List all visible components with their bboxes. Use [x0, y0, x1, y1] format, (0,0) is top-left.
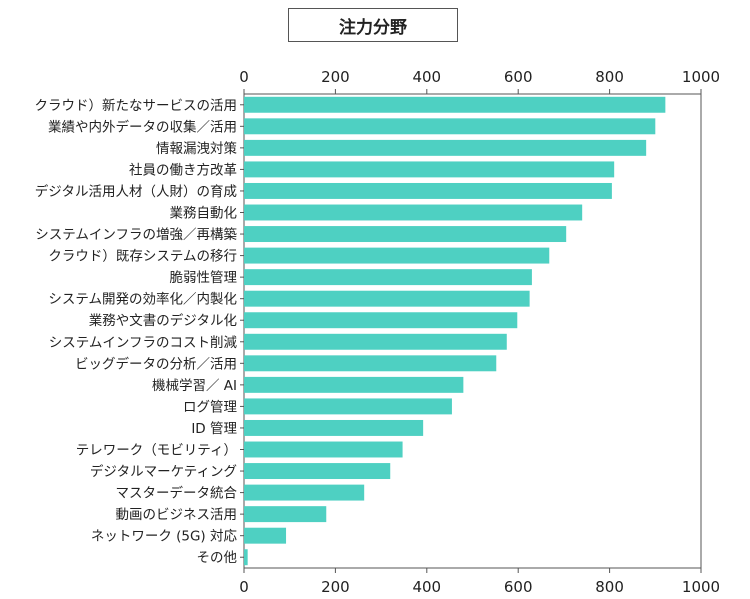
- bar: [244, 333, 507, 350]
- category-label: 機械学習／ AI: [152, 378, 237, 394]
- category-label: クラウド）既存システムの移行: [48, 249, 237, 265]
- bar: [244, 96, 666, 113]
- category-label: システムインフラのコスト削減: [49, 334, 238, 351]
- bar: [244, 398, 452, 415]
- bar: [244, 226, 567, 243]
- bottom-tick-label: 600: [504, 578, 533, 596]
- category-label: デジタル活用人材（人財）の育成: [35, 183, 237, 200]
- category-label: 脆弱性管理: [170, 269, 238, 286]
- category-label: 業務自動化: [170, 206, 238, 222]
- top-tick-label: 600: [504, 68, 533, 86]
- top-tick-label: 0: [239, 68, 249, 86]
- category-label: デジタルマーケティング: [90, 463, 237, 480]
- category-label: ID 管理: [191, 421, 237, 437]
- bar: [244, 290, 530, 307]
- top-tick-label: 400: [412, 68, 441, 86]
- category-label: 動画のビジネス活用: [116, 507, 238, 523]
- bar: [244, 506, 327, 523]
- category-label: ビッグデータの分析／活用: [75, 355, 237, 372]
- category-label: クラウド）新たなサービスの活用: [35, 98, 238, 114]
- category-label: その他: [197, 550, 238, 566]
- bar: [244, 463, 391, 480]
- bottom-tick-label: 0: [239, 578, 249, 596]
- category-label: マスターデータ統合: [116, 485, 238, 502]
- bar: [244, 441, 403, 458]
- category-label: テレワーク（モビリティ）: [76, 443, 237, 459]
- bar: [244, 247, 550, 264]
- top-tick-label: 200: [321, 68, 350, 86]
- category-label: ログ管理: [183, 399, 237, 415]
- bottom-tick-label: 1000: [682, 578, 720, 596]
- bottom-tick-label: 200: [321, 578, 350, 596]
- bar: [244, 355, 497, 372]
- category-label: ネットワーク (5G) 対応: [91, 529, 238, 545]
- top-tick-label: 800: [595, 68, 624, 86]
- bar: [244, 527, 287, 544]
- bottom-tick-label: 800: [595, 578, 624, 596]
- bottom-tick-label: 400: [412, 578, 441, 596]
- category-label: システム開発の効率化／内製化: [48, 291, 237, 308]
- bar: [244, 139, 647, 156]
- top-tick-label: 1000: [682, 68, 720, 86]
- category-label: システムインフラの増強／再構築: [35, 227, 237, 243]
- category-label: 社員の働き方改革: [129, 162, 237, 178]
- bar: [244, 549, 248, 566]
- category-label: 情報漏洩対策: [156, 140, 237, 157]
- bar: [244, 161, 615, 178]
- bar: [244, 118, 656, 135]
- bar: [244, 182, 612, 199]
- bar: [244, 376, 464, 393]
- category-label: 業務や文書のデジタル化: [89, 312, 237, 329]
- category-label: 業績や内外データの収集／活用: [48, 118, 237, 135]
- chart-title: 注力分野: [288, 8, 458, 42]
- bar: [244, 419, 424, 436]
- bar: [244, 484, 365, 501]
- bar: [244, 204, 583, 221]
- bar: [244, 312, 518, 329]
- bar: [244, 269, 532, 286]
